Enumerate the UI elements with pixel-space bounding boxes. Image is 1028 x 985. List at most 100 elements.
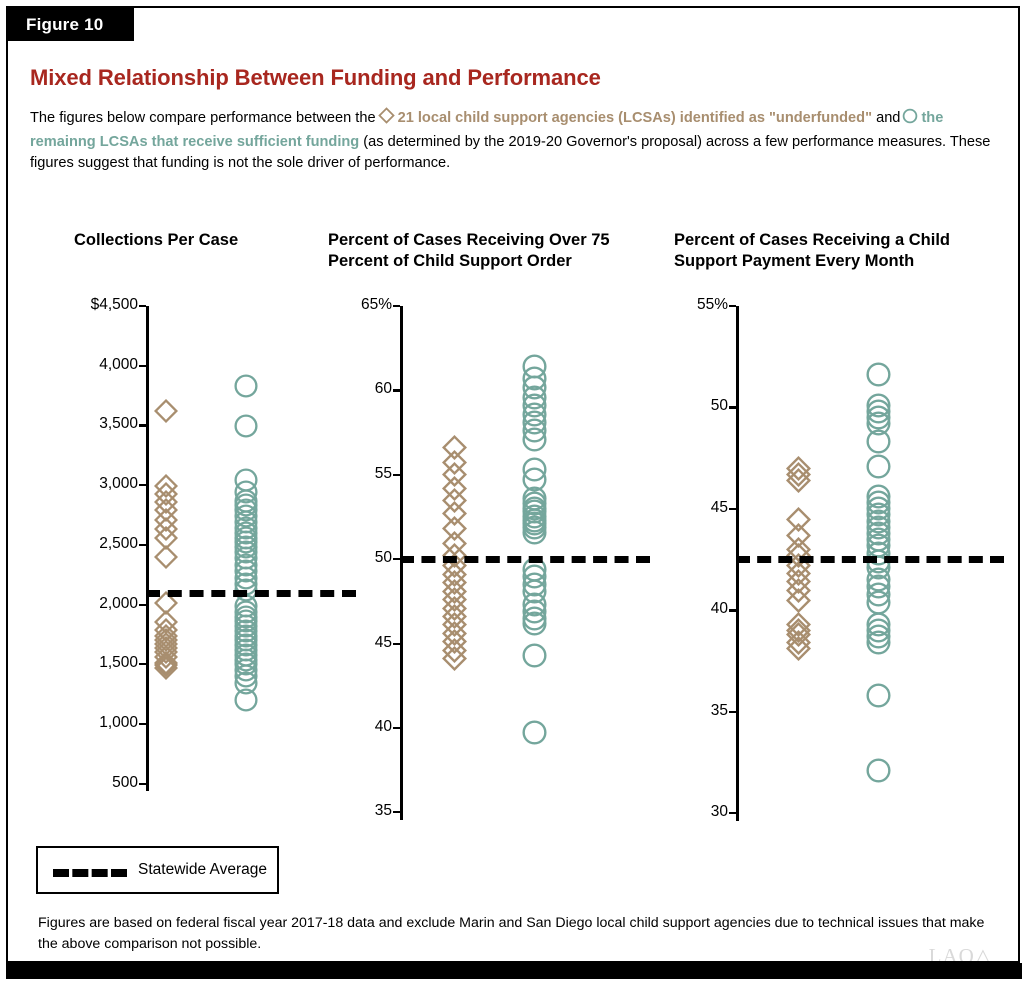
data-point-diamond <box>153 617 179 642</box>
data-point-circle <box>521 366 547 391</box>
y-axis-line <box>146 306 149 791</box>
y-axis-tick <box>729 507 736 511</box>
chart-panel-collections-per-case: Collections Per Case $4,500 4,000 3,500 3,0… <box>74 230 356 791</box>
data-point-diamond <box>153 653 179 678</box>
data-point-circle <box>865 496 891 521</box>
data-point-circle <box>521 592 547 617</box>
y-axis-tick <box>393 558 400 561</box>
y-axis-tick <box>139 424 146 427</box>
data-point-circle <box>865 490 891 515</box>
data-point-circle <box>234 671 258 695</box>
page-title: Mixed Relationship Between Funding and P… <box>30 65 601 90</box>
data-point-diamond <box>153 640 179 665</box>
footnote: Figures are based on federal fiscal year… <box>38 915 985 952</box>
data-point-circle <box>865 590 891 615</box>
y-axis-tick-label: 35 <box>374 802 392 820</box>
y-axis-tick <box>729 305 736 308</box>
y-axis-tick <box>139 663 146 666</box>
data-point-diamond <box>785 561 811 587</box>
data-point-circle <box>521 520 547 545</box>
data-point-diamond <box>153 651 179 676</box>
data-point-circle <box>234 553 258 577</box>
data-point-circle <box>521 393 547 418</box>
intro-sufficient-label: the remainng LCSAs that receive sufficie… <box>30 110 944 150</box>
chart-plot-area: 65% 60 55 50 45 40 35 <box>328 296 650 820</box>
bottom-bar <box>6 963 1022 979</box>
y-axis-tick-label: 2,000 <box>99 594 138 612</box>
data-point-circle <box>234 652 258 676</box>
y-axis-tick <box>139 364 146 367</box>
data-point-circle <box>521 579 547 604</box>
data-point-diamond <box>441 570 467 596</box>
data-point-circle <box>521 467 547 492</box>
data-point-circle <box>865 618 891 643</box>
data-point-diamond <box>785 467 811 494</box>
data-point-diamond <box>441 595 467 621</box>
y-axis-tick <box>393 305 400 308</box>
data-point-diamond <box>441 435 467 461</box>
statewide-average-line <box>146 590 356 598</box>
data-point-circle <box>865 411 891 436</box>
data-point-diamond <box>441 578 467 604</box>
y-axis-tick <box>393 811 400 814</box>
data-point-circle <box>865 612 891 637</box>
data-point-diamond <box>785 455 811 481</box>
legend-label: Statewide Average <box>138 861 267 878</box>
data-point-circle <box>234 540 258 564</box>
data-point-diamond <box>153 498 179 523</box>
data-point-circle <box>865 502 891 528</box>
data-point-circle <box>234 559 258 583</box>
y-axis-tick <box>729 609 736 612</box>
y-axis-tick-label: 3,000 <box>99 475 138 493</box>
figure-number-tab: Figure 10 <box>8 8 134 41</box>
data-point-circle <box>234 480 258 504</box>
data-point-circle <box>865 624 891 649</box>
y-axis-tick-label: 60 <box>374 380 392 398</box>
figure-frame: Figure 10 Mixed Relationship Between Fun… <box>6 6 1020 963</box>
data-point-diamond <box>441 646 467 672</box>
data-point-circle <box>521 427 547 452</box>
data-point-diamond <box>785 612 811 638</box>
y-axis-tick <box>729 812 736 815</box>
y-axis-tick-label: 35 <box>710 701 728 719</box>
data-point-diamond <box>153 399 179 424</box>
data-point-circle <box>865 758 891 783</box>
data-point-circle <box>234 498 258 522</box>
intro-text-part3: (as determined by the 2019-20 Governor's… <box>30 133 991 172</box>
data-point-circle <box>865 429 891 454</box>
data-point-diamond <box>441 462 467 488</box>
intro-text-part1: The figures below compare performance be… <box>30 110 376 126</box>
y-axis-tick-label: 40 <box>710 600 728 618</box>
y-axis-tick-label: 50 <box>374 549 392 567</box>
chart-plot-area: 55% 50 45 40 35 30 <box>674 296 1004 821</box>
data-point-circle <box>865 399 891 424</box>
data-point-diamond <box>153 474 179 499</box>
chart-panel-payment-every-month: Percent of Cases Receiving a Child Suppo… <box>674 230 1004 821</box>
data-point-diamond <box>441 516 467 542</box>
circle-legend-icon <box>902 108 918 132</box>
data-point-diamond <box>441 587 467 613</box>
data-point-diamond <box>441 603 467 630</box>
data-point-diamond <box>153 517 179 542</box>
data-point-circle <box>865 484 891 509</box>
data-point-diamond <box>785 630 811 656</box>
y-axis-tick <box>729 710 736 713</box>
data-point-circle <box>521 572 547 597</box>
data-point-circle <box>865 454 891 479</box>
data-point-diamond <box>153 490 179 515</box>
y-axis-tick <box>393 389 400 392</box>
y-axis-tick-label: 55 <box>374 464 392 482</box>
data-point-circle <box>521 418 547 443</box>
data-point-circle <box>865 515 891 540</box>
y-axis-tick <box>139 484 146 487</box>
data-point-circle <box>234 374 258 398</box>
data-point-diamond <box>153 525 179 550</box>
y-axis-tick-label: 55% <box>696 296 728 313</box>
intro-underfunded-label: 21 local child support agencies (LCSAs) … <box>397 110 873 126</box>
y-axis-tick-label: 1,000 <box>99 714 138 731</box>
legend-box: Statewide Average <box>36 846 279 894</box>
data-point-circle <box>865 683 891 708</box>
lao-logo: LAO△ <box>928 944 992 963</box>
data-point-circle <box>521 563 547 589</box>
data-point-diamond <box>441 475 467 501</box>
